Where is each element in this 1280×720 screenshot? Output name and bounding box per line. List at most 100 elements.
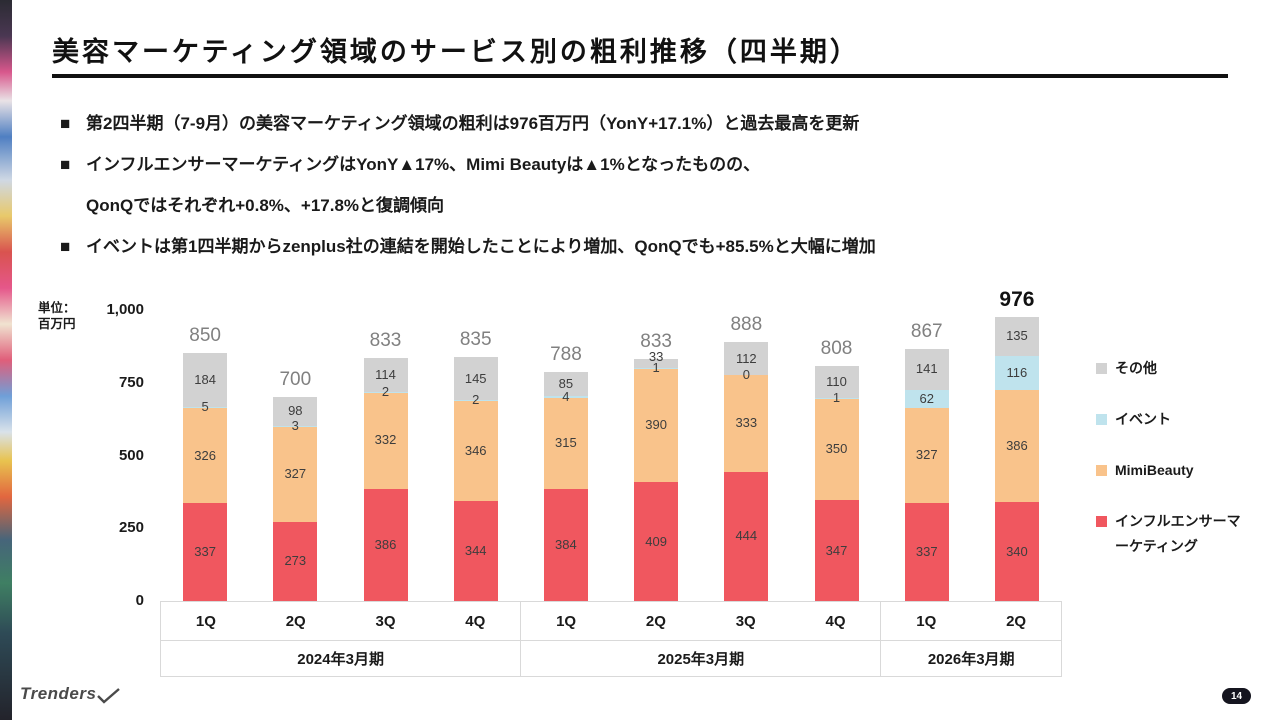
quarter-label: 1Q: [916, 612, 937, 630]
quarter-label: 1Q: [195, 612, 216, 630]
bar-total-label: 833: [640, 330, 672, 352]
bullet-line: QonQではそれぞれ+0.8%、+17.8%と復調傾向: [60, 185, 1220, 226]
bar-segment-event: [994, 356, 1039, 390]
legend: その他 イベント MimiBeauty インフルエンサーマーケティング: [1096, 356, 1246, 585]
trenders-logo-text: Trenders: [20, 684, 97, 703]
segment-value-label: 2: [472, 391, 480, 407]
bar-slot: 976 340 386 116 135: [972, 288, 1062, 601]
segment-value-label: 62: [919, 390, 934, 406]
bar-total-label: 867: [910, 320, 943, 342]
segment-value-label: 135: [1006, 328, 1028, 344]
bullet-line: ■ イベントは第1四半期からzenplus社の連結を開始したことにより増加、Qon…: [60, 226, 1220, 267]
segment-value-label: 2: [381, 383, 390, 399]
bar-segment-mimibeauty: [634, 368, 679, 482]
bar-segment-other: [183, 353, 228, 407]
stacked-bar: 409 390 1 33: [634, 350, 679, 601]
bullet-marker: ■: [60, 114, 71, 133]
segment-value-label: 347: [825, 542, 848, 558]
trenders-logo-swoosh-icon: [97, 688, 121, 704]
segment-value-label: 350: [825, 441, 848, 457]
x-axis-table: 1Q 2Q 3Q 4Q 2024年3月期 1Q 2Q 3Q 4Q 2025年3月期 1Q 2Q 2026…: [160, 601, 1062, 677]
stacked-bar: 337 326 5 184: [183, 353, 228, 601]
quarter-label: 3Q: [375, 612, 396, 630]
bar-segment-mimibeauty: [994, 389, 1039, 503]
quarter-label: 1Q: [556, 612, 577, 630]
legend-label: その他: [1115, 360, 1157, 376]
bar-segment-other: [904, 348, 949, 390]
segment-value-label: 141: [915, 361, 938, 377]
bar-total-label: 835: [459, 329, 492, 351]
bar-slot: 788 384 315 4 85: [521, 310, 611, 601]
plot-area: 850 337 326 5 184 700 273 327 3 98 833 386 332 2 114 83…: [160, 288, 1062, 601]
title-underline: [52, 74, 1228, 78]
segment-value-label: 337: [194, 543, 216, 559]
bar-segment-event: [453, 399, 498, 401]
stacked-bar: 386 332 2 114: [363, 358, 408, 601]
quarter-row: 1Q 2Q 3Q 4Q: [161, 602, 521, 641]
segment-value-label: 326: [194, 447, 216, 463]
trenders-logo: Trenders: [20, 684, 121, 704]
bullet-text: インフルエンサーマーケティングはYonY▲17%、Mimi Beautyは▲1%…: [86, 155, 761, 174]
bar-total-label: 788: [550, 343, 582, 365]
segment-value-label: 5: [201, 399, 209, 415]
segment-value-label: 33: [648, 349, 664, 365]
bar-total-label: 888: [730, 314, 763, 336]
bar-segment-other: [363, 358, 408, 392]
segment-value-label: 386: [1006, 437, 1028, 453]
segment-value-label: 114: [375, 366, 396, 382]
bar-segment-other: [543, 371, 588, 397]
segment-value-label: 1: [832, 390, 841, 406]
bar-slot: 833 409 390 1 33: [611, 310, 701, 601]
segment-value-label: 98: [288, 403, 303, 419]
segment-value-label: 273: [284, 553, 307, 569]
segment-value-label: 337: [915, 543, 938, 559]
quarter-label: 2Q: [645, 612, 666, 630]
segment-value-label: 110: [826, 373, 847, 389]
segment-value-label: 4: [562, 389, 570, 405]
bar-total-label: 808: [820, 337, 853, 359]
segment-value-label: 340: [1006, 543, 1028, 559]
legend-label: MimiBeauty: [1115, 462, 1194, 478]
y-tick-label: 750: [118, 373, 144, 391]
bar-segment-influencer-marketing: [994, 502, 1039, 601]
bar-segment-mimibeauty: [814, 398, 859, 501]
bar-segment-influencer-marketing: [363, 488, 408, 601]
legend-label: インフルエンサーマーケティング: [1115, 513, 1241, 554]
stacked-bar: 344 346 2 145: [453, 357, 498, 601]
page-number-badge: 14: [1222, 688, 1251, 704]
stacked-bar: 444 333 0 112: [724, 342, 769, 601]
bullet-marker: ■: [60, 155, 71, 174]
segment-value-label: 116: [1006, 364, 1028, 380]
unit-label: 単位： 百万円: [38, 300, 76, 332]
bar-segment-mimibeauty: [273, 426, 318, 522]
segment-value-label: 145: [464, 370, 487, 386]
bar-segment-mimibeauty: [724, 374, 769, 472]
bar-segment-influencer-marketing: [273, 521, 318, 601]
bar-total-label: 833: [369, 330, 402, 352]
bar-segment-other: [724, 342, 769, 375]
y-tick-label: 250: [118, 519, 144, 537]
bullet-text: イベントは第1四半期からzenplus社の連結を開始したことにより増加、QonQ…: [86, 237, 876, 256]
x-axis-group: 1Q 2Q 2026年3月期: [880, 602, 1061, 676]
legend-swatch-other: [1096, 363, 1107, 374]
segment-value-label: 1: [652, 360, 660, 376]
x-axis-group: 1Q 2Q 3Q 4Q 2024年3月期: [161, 602, 521, 676]
stacked-bar: 273 327 3 98: [273, 397, 318, 601]
bar-total-label: 850: [189, 325, 221, 347]
stacked-bar: 340 386 116 135: [994, 316, 1039, 601]
segment-value-label: 3: [291, 417, 299, 433]
quarter-label: 2Q: [285, 612, 306, 630]
bar-segment-mimibeauty: [183, 408, 228, 503]
fiscal-year-label: 2025年3月期: [657, 651, 745, 668]
bar-segment-influencer-marketing: [453, 500, 498, 601]
segment-value-label: 386: [374, 536, 397, 552]
y-axis: 0 250 500 750 1,000: [86, 301, 144, 609]
bar-segment-event: [183, 406, 228, 409]
bar-segment-event: [543, 396, 588, 398]
segment-value-label: 409: [645, 533, 667, 549]
bar-slot: 808 347 350 1 110: [791, 310, 881, 601]
bar-segment-influencer-marketing: [724, 471, 769, 601]
bar-segment-mimibeauty: [904, 407, 949, 503]
quarter-label: 4Q: [465, 612, 486, 630]
fiscal-year-label: 2026年3月期: [927, 651, 1015, 668]
